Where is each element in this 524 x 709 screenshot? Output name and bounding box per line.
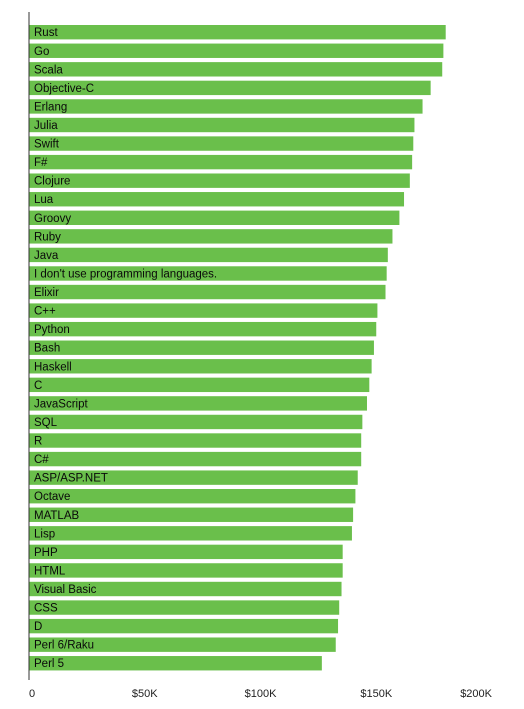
x-tick-label-2: $100K (245, 688, 277, 700)
bar-label-26: MATLAB (34, 510, 79, 522)
bar-0 (29, 25, 446, 40)
bar-label-18: Haskell (34, 361, 72, 373)
bar-25 (29, 489, 356, 504)
bar-label-16: Python (34, 324, 70, 336)
bar-label-1: Go (34, 46, 49, 58)
bar-label-15: C++ (34, 306, 56, 318)
x-tick-label-1: $50K (132, 688, 158, 700)
bar-23 (29, 451, 362, 467)
bar-16 (29, 321, 377, 337)
bar-20 (29, 396, 367, 411)
bar-11 (29, 229, 393, 244)
bar-18 (29, 359, 372, 374)
bar-label-3: Objective-C (34, 83, 94, 95)
bar-label-31: CSS (34, 603, 58, 615)
bar-21 (29, 414, 363, 430)
bar-label-6: Swift (34, 139, 60, 151)
bar-27 (29, 526, 352, 541)
bar-label-11: Ruby (34, 231, 61, 243)
bar-label-27: Lisp (34, 528, 55, 540)
x-axis: 0 $50K $100K $150K $200K (28, 12, 493, 700)
bar-28 (29, 544, 343, 560)
bar-label-28: PHP (34, 547, 58, 559)
bar-label-2: Scala (34, 64, 63, 76)
bar-8 (29, 173, 410, 188)
bar-6 (29, 136, 414, 151)
bar-label-33: Perl 6/Raku (34, 640, 94, 652)
x-tick-label-0: 0 (29, 688, 35, 700)
bar-label-34: Perl 5 (34, 658, 64, 670)
bar-32 (29, 618, 339, 634)
bar-label-30: Visual Basic (34, 584, 97, 596)
bar-label-5: Julia (34, 120, 58, 132)
bar-2 (29, 62, 443, 77)
bar-label-12: Java (34, 250, 59, 262)
bar-14 (29, 284, 386, 300)
bar-label-10: Groovy (34, 213, 71, 225)
bar-label-21: SQL (34, 417, 58, 429)
bar-22 (29, 433, 362, 448)
bar-31 (29, 600, 340, 615)
bar-9 (29, 192, 405, 207)
bar-label-23: C# (34, 454, 49, 466)
bar-label-29: HTML (34, 565, 66, 577)
bar-label-13: I don't use programming languages. (34, 268, 217, 280)
bars-group: Rust Go Scala Objective-C Erlang Julia Swift F#… (29, 25, 446, 671)
bar-label-24: ASP/ASP.NET (34, 473, 108, 485)
bar-label-14: Elixir (34, 287, 59, 299)
bar-5 (29, 117, 415, 133)
bar-label-0: Rust (34, 27, 58, 39)
bar-17 (29, 340, 374, 355)
bar-label-20: JavaScript (34, 398, 88, 410)
bar-15 (29, 303, 378, 318)
bar-label-7: F# (34, 157, 48, 169)
bar-24 (29, 470, 358, 485)
bar-label-8: Clojure (34, 176, 70, 188)
bar-19 (29, 377, 370, 393)
bar-13 (29, 266, 387, 281)
bar-33 (29, 637, 336, 652)
x-tick-label-4: $200K (460, 688, 492, 700)
bar-12 (29, 247, 388, 263)
bar-label-19: C (34, 380, 42, 392)
bar-29 (29, 563, 343, 578)
bar-34 (29, 656, 322, 671)
bar-1 (29, 43, 444, 58)
bar-label-25: Octave (34, 491, 70, 503)
bar-label-4: Erlang (34, 101, 67, 113)
bar-7 (29, 154, 413, 170)
bar-26 (29, 507, 354, 522)
bar-label-22: R (34, 436, 42, 448)
bar-label-9: Lua (34, 194, 54, 206)
bar-4 (29, 99, 423, 114)
bar-30 (29, 581, 342, 597)
bar-10 (29, 210, 400, 225)
bar-label-17: Bash (34, 343, 60, 355)
bar-label-32: D (34, 621, 42, 633)
bar-3 (29, 80, 431, 96)
x-tick-label-3: $150K (360, 688, 392, 700)
